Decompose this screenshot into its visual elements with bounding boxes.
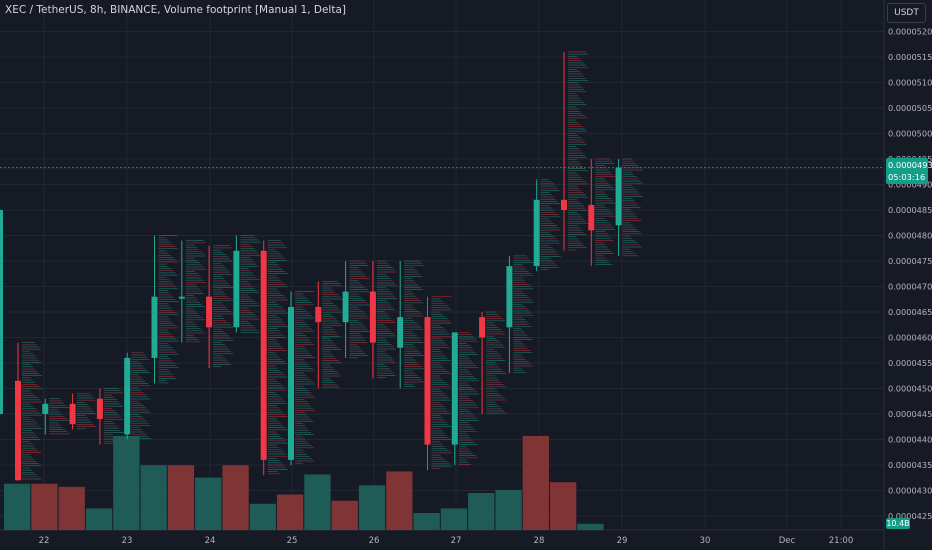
x-tick-label: 29 [617,536,628,546]
volume-bar [440,508,468,530]
x-tick-label: 30 [700,536,711,546]
volume-bar [58,486,85,530]
candle-body [451,332,458,445]
volume-bar [358,485,386,530]
candle-body [206,296,213,328]
chart-title: XEC / TetherUS, 8h, BINANCE, Volume foot… [5,4,346,16]
candle-body [124,357,131,435]
candle-body [369,291,376,343]
x-tick-label: 22 [39,536,50,546]
volume-bar [386,471,413,530]
time-axis[interactable]: 22 23 24 25 26 27 28 29 30 Dec 21:00 [39,536,854,546]
candle-body [615,167,622,226]
volume-bar [550,482,577,530]
x-tick-label: 25 [287,536,298,546]
x-tick-label: 28 [534,536,545,546]
volume-bar [577,523,604,530]
volume-tag: 10.4B [886,518,910,529]
candle-layer [0,51,622,481]
x-tick-label: 21:00 [829,536,854,546]
volume-bar [249,503,276,530]
last-price-value: 0.00004933 [888,160,932,170]
candle-body [588,204,595,231]
x-tick-label: 24 [205,536,216,546]
volume-bar [195,477,222,530]
volume-bar [4,483,31,530]
volume-bar [522,435,549,530]
x-tick-label: Dec [779,536,796,546]
volume-bar [304,474,331,530]
candle-body [96,398,103,420]
x-tick-label: 26 [369,536,380,546]
grid-layer [0,0,885,550]
candle-body [178,296,185,299]
volume-bar [167,465,195,530]
y-tick-label: 0.00004250 [888,511,932,521]
candle-body [151,296,158,358]
x-tick-label: 23 [122,536,133,546]
candle-body [15,380,21,481]
volume-layer [4,435,604,530]
candle-body [233,250,240,328]
last-price-tag: 0.00004933 05:03:16 [886,158,932,184]
candle-body [260,250,267,460]
volume-bar [413,513,440,530]
candle-body [479,317,486,338]
candle-body [533,199,540,267]
currency-button[interactable]: USDT [887,3,926,23]
volume-bar [222,465,249,530]
volume-bar [140,465,167,530]
footprint-layer [22,51,643,480]
volume-bar [85,508,113,530]
candle-body [69,403,76,425]
candle-body [288,306,294,460]
volume-bar [331,500,358,530]
candle-body [342,291,349,323]
candle-body [561,199,567,210]
countdown-timer: 05:03:16 [888,172,926,182]
candle-body [424,317,431,445]
candle-body [506,266,513,328]
volume-bar [468,492,495,530]
volume-bar [113,435,140,530]
x-tick-label: 27 [451,536,462,546]
candle-body [42,403,49,414]
volume-bar [277,494,304,530]
candle-body [315,306,322,323]
candle-body [0,210,3,414]
volume-bar [495,489,522,530]
volume-bar [31,483,58,530]
candle-body [397,317,404,348]
